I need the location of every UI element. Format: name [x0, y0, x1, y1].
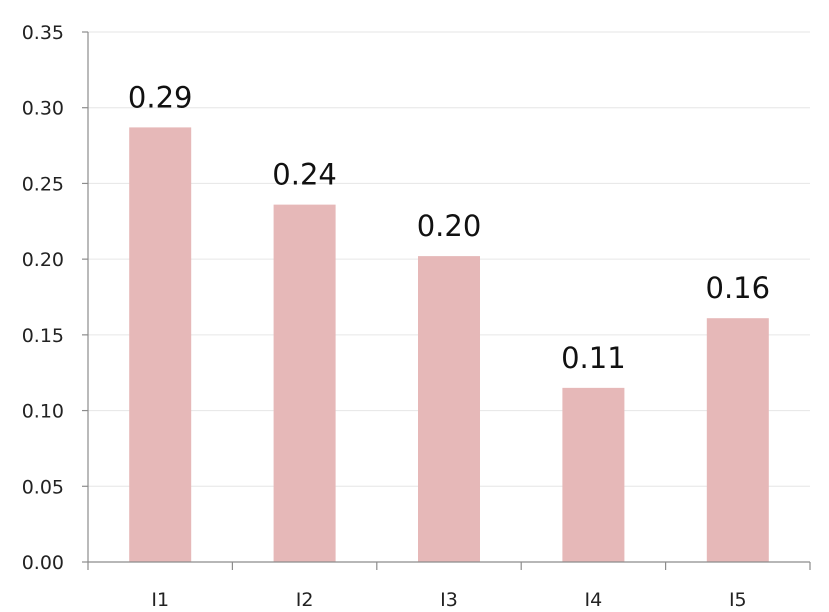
y-tick-label: 0.10	[22, 401, 64, 423]
x-tick-label: I1	[151, 589, 169, 611]
y-tick-label: 0.20	[22, 249, 64, 271]
y-tick-label: 0.25	[22, 173, 64, 195]
x-tick-label: I4	[585, 589, 603, 611]
bar-i2	[273, 204, 336, 562]
x-tick-label: I5	[729, 589, 747, 611]
bar-i1	[129, 127, 192, 563]
data-label: 0.20	[417, 209, 482, 243]
y-tick-label: 0.00	[22, 552, 64, 574]
bars	[129, 127, 769, 563]
data-label: 0.29	[128, 80, 193, 114]
y-axis-ticks: 0.00 0.05 0.10 0.15 0.20 0.25 0.30 0.35	[22, 22, 88, 574]
bar-i3	[418, 256, 480, 562]
x-axis	[87, 32, 811, 570]
y-tick-label: 0.30	[22, 98, 64, 120]
x-axis-labels: I1 I2 I3 I4 I5	[151, 589, 746, 611]
bar-i5	[706, 318, 769, 562]
data-labels: 0.29 0.24 0.20 0.11 0.16	[128, 80, 770, 374]
data-label: 0.16	[706, 271, 771, 305]
y-tick-label: 0.15	[22, 325, 64, 347]
x-tick-label: I3	[440, 589, 458, 611]
y-tick-label: 0.05	[22, 476, 64, 498]
data-label: 0.24	[272, 158, 337, 192]
data-label: 0.11	[561, 341, 626, 375]
x-tick-label: I2	[296, 589, 314, 611]
y-tick-label: 0.35	[22, 22, 64, 44]
bar-i4	[562, 387, 625, 562]
